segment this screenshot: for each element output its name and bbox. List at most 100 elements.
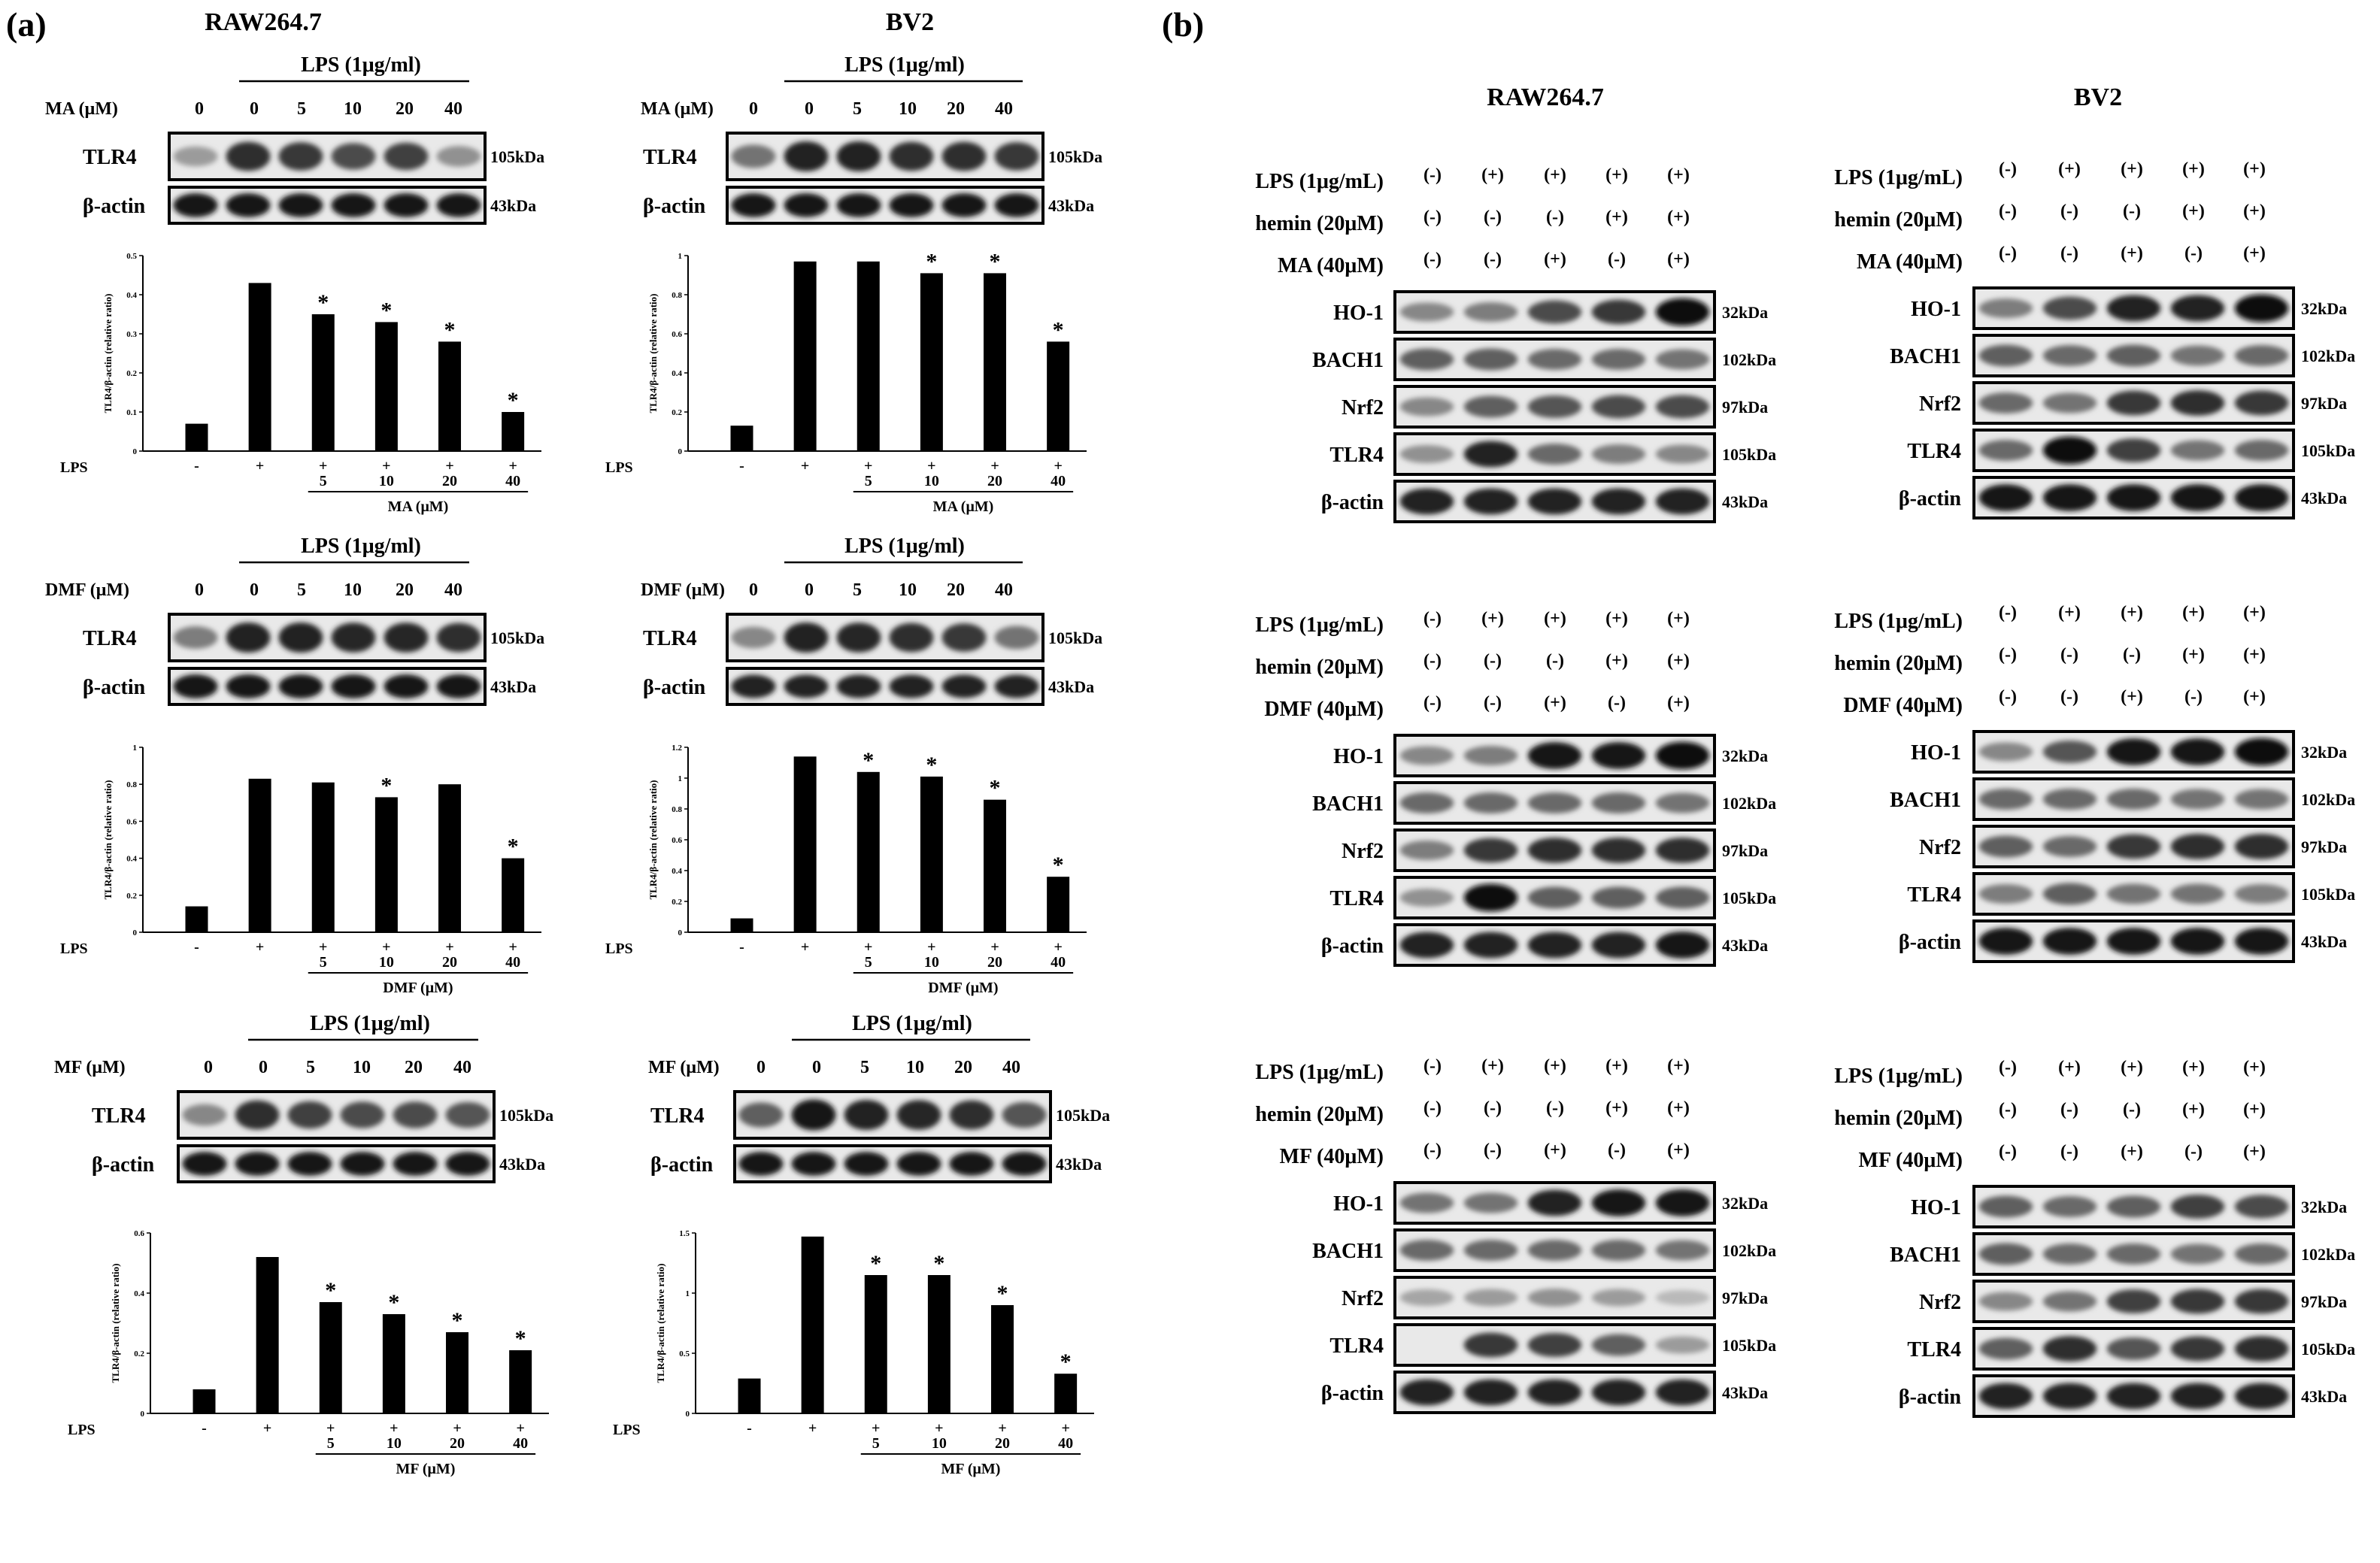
band [2106,834,2161,859]
band [331,622,376,653]
x-dose-label: 5 [865,954,872,971]
band [2042,436,2097,465]
band [2106,1243,2161,1265]
band-kda: 43kDa [2301,932,2347,951]
tlr4-blot-strip [168,613,487,662]
condition-sign: (-) [1484,1098,1502,1118]
band [1399,931,1454,959]
dose-label: 40 [995,580,1013,600]
band-name: Nrf2 [1919,1291,1961,1314]
band [1591,1189,1646,1216]
lps-sign: - [202,1420,207,1437]
band [1463,792,1518,813]
blot-frame [168,132,487,181]
band [1463,395,1518,418]
band [1655,1240,1710,1261]
significance-star: * [863,748,874,773]
condition-sign: (-) [1423,165,1442,185]
band [791,1152,836,1176]
band [836,141,881,171]
bar [991,1305,1014,1413]
significance-star: * [452,1308,463,1333]
band [226,622,271,653]
dose-label: 10 [899,99,917,119]
band [2042,1291,2097,1312]
dose-label: 40 [995,99,1013,119]
band [1591,1334,1646,1356]
band-kda: 32kDa [1722,1194,1768,1213]
band-name: HO-1 [1333,745,1384,768]
lps-sign: + [319,458,327,474]
lps-sign: - [747,1420,752,1437]
panel-b-blot-strip [1972,919,2295,963]
condition-label: hemin (20μM) [1834,652,1963,675]
band [731,193,776,217]
tlr4-blot-strip [177,1144,496,1183]
band [2170,1243,2225,1265]
band [1591,299,1646,325]
condition-sign: (+) [1605,207,1628,227]
condition-sign: (-) [1484,207,1502,227]
band [896,1100,941,1130]
lps-sign: + [256,458,264,474]
dose-label: 5 [297,99,306,119]
tlr4-blot-strip [177,1090,496,1140]
band [2106,1337,2161,1360]
bar-chart: 0 0.2 0.4 0.6 0.8 1 1.2 TLR4/β-actin (relative … [605,744,1087,996]
x-dose-label: 40 [513,1435,528,1452]
condition-sign: (+) [2243,1142,2266,1162]
x-dose-label: 20 [995,1435,1010,1452]
condition-sign: (+) [1667,651,1690,671]
band [784,141,829,171]
band [1399,792,1454,813]
band [731,144,776,168]
dose-label: 0 [749,580,758,600]
treatment-label: DMF (μM) [45,580,129,600]
condition-sign: (-) [1484,1140,1502,1160]
lps-row-label: LPS [605,459,633,476]
band [2106,484,2161,511]
condition-sign: (+) [1667,1056,1690,1076]
band [1002,1152,1047,1176]
condition-sign: (+) [2243,159,2266,179]
lps-sign: - [739,458,744,474]
panel-b-blot-strip [1972,381,2295,425]
band-name: β-actin [650,1153,714,1177]
dose-label: 0 [195,580,204,600]
band [2042,1196,2097,1217]
band [182,1104,227,1126]
dose-label: 40 [453,1058,471,1077]
band-kda: 105kDa [1048,147,1102,166]
band-kda: 105kDa [1056,1106,1110,1125]
y-tick-label: 0.5 [126,252,137,261]
band [1463,488,1518,515]
x-dose-label: 40 [505,473,520,489]
band [1978,835,2033,858]
x-dose-label: 20 [987,473,1002,489]
band [1591,886,1646,909]
x-dose-label: 40 [1051,954,1066,971]
condition-sign: (-) [2060,687,2078,707]
band [2042,484,2097,511]
band-kda: 102kDa [2301,347,2355,365]
y-tick-label: 0.4 [126,291,137,300]
band [1463,1192,1518,1213]
band-kda: 43kDa [490,677,536,696]
y-tick-label: 1 [686,1289,690,1298]
band [1463,1379,1518,1406]
condition-sign: (-) [1999,201,2017,221]
band [278,674,323,698]
y-tick-label: 0.2 [126,892,137,901]
panel-b-blot-strip [1972,777,2295,821]
band [2234,390,2289,416]
band [2170,928,2225,955]
dose-label: 0 [805,580,814,600]
blot-frame [733,1144,1052,1183]
y-tick-label: 0 [678,928,683,937]
band [896,1152,941,1176]
band-name: TLR4 [1907,883,1961,907]
condition-sign: (+) [2121,1058,2143,1077]
dose-label: 40 [444,99,462,119]
x-dose-label: 20 [987,954,1002,971]
band [173,626,218,649]
